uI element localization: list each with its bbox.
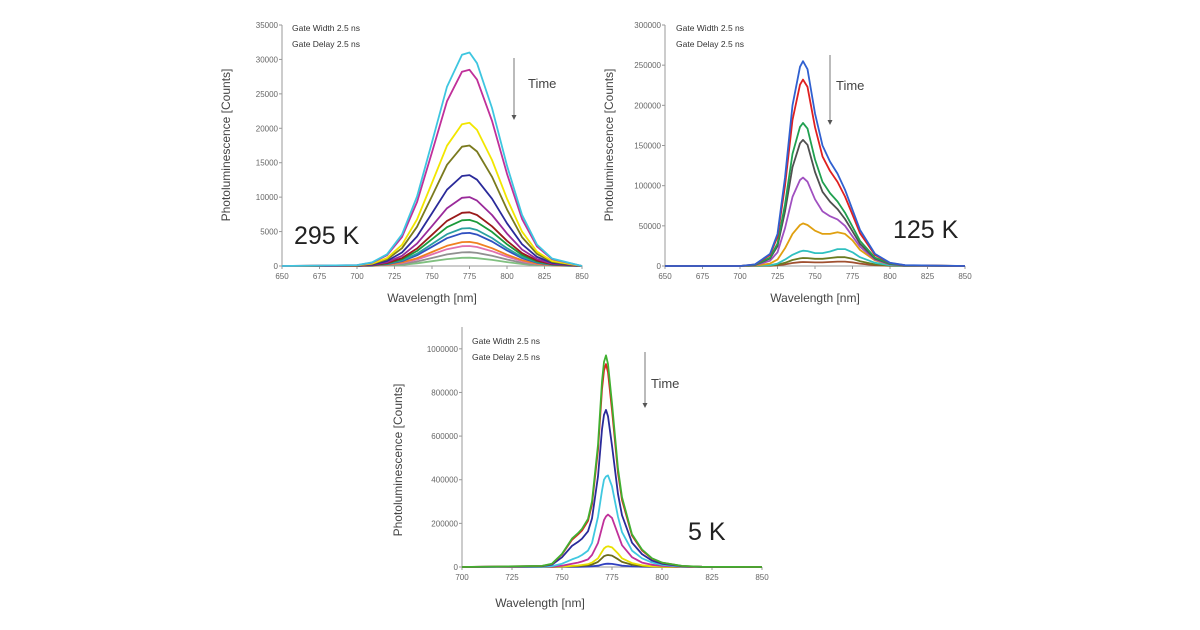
x-tick-label: 700 [455, 573, 469, 582]
time-label: Time [836, 78, 864, 93]
y-tick-label: 0 [274, 262, 279, 271]
x-tick-label: 675 [696, 272, 710, 281]
y-tick-label: 200000 [634, 101, 661, 110]
series-line-6 [665, 222, 966, 267]
y-tick-label: 25000 [256, 90, 279, 99]
chart-2: 650 675 700 725 750 775 800 825 850 0 50000 100000 1… [602, 21, 972, 305]
series-line-3 [461, 408, 763, 568]
y-tick-label: 0 [657, 262, 662, 271]
temperature-label: 5 K [688, 518, 726, 546]
y-tick-label: 1000000 [427, 345, 459, 354]
series-line-1 [281, 51, 583, 267]
x-tick-label: 675 [313, 272, 327, 281]
y-axis-label: Photoluminescence [Counts] [219, 69, 233, 222]
y-tick-label: 35000 [256, 21, 279, 30]
x-tick-label: 750 [808, 272, 822, 281]
x-tick-label: 650 [275, 272, 289, 281]
temperature-label: 125 K [893, 216, 959, 244]
y-tick-label: 15000 [256, 159, 279, 168]
x-tick-label: 650 [658, 272, 672, 281]
y-tick-label: 600000 [431, 432, 458, 441]
x-tick-label: 775 [463, 272, 477, 281]
y-tick-label: 250000 [634, 61, 661, 70]
series-line-5 [665, 176, 966, 267]
x-tick-label: 800 [500, 272, 514, 281]
gate-width-annotation: Gate Width 2.5 ns [472, 336, 540, 346]
time-arrow-head-icon [827, 120, 833, 125]
x-tick-label: 825 [705, 573, 719, 582]
x-tick-label: 800 [655, 573, 669, 582]
y-tick-label: 50000 [639, 222, 662, 231]
y-tick-label: 20000 [256, 124, 279, 133]
x-axis-label: Wavelength [nm] [495, 596, 585, 610]
temperature-label: 295 K [294, 222, 360, 250]
y-tick-label: 30000 [256, 55, 279, 64]
x-tick-label: 700 [733, 272, 747, 281]
series-line-6 [462, 545, 762, 568]
x-tick-label: 700 [350, 272, 364, 281]
y-tick-label: 800000 [431, 388, 458, 397]
x-tick-label: 800 [883, 272, 897, 281]
series-line-7 [665, 248, 966, 267]
y-tick-label: 100000 [634, 182, 661, 191]
x-tick-label: 775 [605, 573, 619, 582]
x-tick-label: 750 [425, 272, 439, 281]
y-axis-label: Photoluminescence [Counts] [391, 384, 405, 537]
series-line-3 [281, 121, 583, 267]
y-tick-label: 5000 [260, 228, 278, 237]
series-line-5 [461, 513, 762, 568]
x-tick-label: 725 [505, 573, 519, 582]
chart-1: 650 675 700 725 750 775 800 825 850 0 5000 10000 150… [219, 21, 589, 305]
y-tick-label: 150000 [634, 142, 661, 151]
x-tick-label: 775 [846, 272, 860, 281]
time-label: Time [651, 376, 679, 391]
y-tick-label: 10000 [256, 193, 279, 202]
x-tick-label: 850 [958, 272, 972, 281]
series-line-7 [462, 554, 762, 568]
x-tick-label: 725 [388, 272, 402, 281]
chart-3: 700 725 750 775 800 825 850 0 200000 400000 600000… [391, 327, 769, 610]
y-axis-label: Photoluminescence [Counts] [602, 69, 616, 222]
series-line-5 [281, 174, 583, 267]
x-tick-label: 850 [755, 573, 769, 582]
x-axis-label: Wavelength [nm] [770, 291, 860, 305]
gate-width-annotation: Gate Width 2.5 ns [292, 23, 360, 33]
time-label: Time [528, 76, 556, 91]
series-line-4 [461, 474, 763, 568]
time-arrow-head-icon [642, 403, 648, 408]
series-line-1 [461, 354, 763, 568]
x-axis-label: Wavelength [nm] [387, 291, 477, 305]
series-line-1 [665, 60, 966, 267]
x-tick-label: 750 [555, 573, 569, 582]
x-tick-label: 850 [575, 272, 589, 281]
gate-delay-annotation: Gate Delay 2.5 ns [292, 39, 360, 49]
time-arrow-head-icon [511, 115, 517, 120]
x-tick-label: 725 [771, 272, 785, 281]
gate-delay-annotation: Gate Delay 2.5 ns [676, 39, 744, 49]
gate-delay-annotation: Gate Delay 2.5 ns [472, 352, 540, 362]
series-line-3 [665, 122, 966, 267]
series-line-4 [281, 144, 583, 267]
y-tick-label: 0 [454, 563, 459, 572]
x-tick-label: 825 [921, 272, 935, 281]
y-tick-label: 300000 [634, 21, 661, 30]
x-tick-label: 825 [538, 272, 552, 281]
y-tick-label: 200000 [431, 519, 458, 528]
gate-width-annotation: Gate Width 2.5 ns [676, 23, 744, 33]
y-tick-label: 400000 [431, 476, 458, 485]
